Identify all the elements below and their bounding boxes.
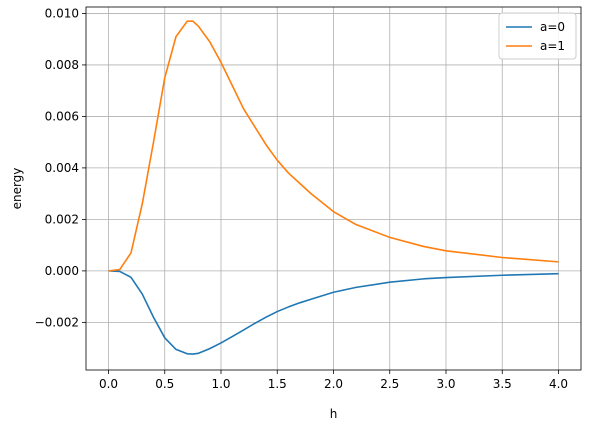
x-tick-label: 3.5 bbox=[493, 377, 512, 391]
legend-box bbox=[498, 12, 577, 60]
x-tick-label: 1.5 bbox=[268, 377, 287, 391]
x-tick-label: 2.5 bbox=[380, 377, 399, 391]
legend: a=0a=1 bbox=[498, 12, 577, 60]
y-tick-label: 0.008 bbox=[45, 58, 79, 72]
y-tick-label: −0.002 bbox=[35, 315, 79, 329]
legend-entry-label: a=0 bbox=[540, 20, 565, 34]
y-tick-label: 0.004 bbox=[45, 161, 79, 175]
grid bbox=[86, 7, 581, 370]
x-tick-label: 2.0 bbox=[324, 377, 343, 391]
x-tick-label: 0.5 bbox=[155, 377, 174, 391]
series-lines bbox=[108, 20, 559, 355]
y-tick-label: 0.006 bbox=[45, 109, 79, 123]
legend-entry-label: a=1 bbox=[540, 39, 565, 53]
x-axis-label: h bbox=[330, 407, 338, 421]
series-line-a=0 bbox=[108, 270, 559, 355]
axis-ticks: 0.0 0.5 1.0 1.5 2.0 2.5 3.0 3.5 4.0 −0.002 0.000 0.… bbox=[35, 6, 568, 391]
y-axis-label: energy bbox=[10, 168, 24, 210]
x-tick-label: 1.0 bbox=[211, 377, 230, 391]
x-tick-label: 3.0 bbox=[436, 377, 455, 391]
y-tick-label: 0.000 bbox=[45, 264, 79, 278]
series-line-a=1 bbox=[108, 20, 559, 272]
y-tick-label: 0.002 bbox=[45, 212, 79, 226]
x-tick-label: 4.0 bbox=[549, 377, 568, 391]
y-tick-label: 0.010 bbox=[45, 6, 79, 20]
x-tick-label: 0.0 bbox=[99, 377, 118, 391]
